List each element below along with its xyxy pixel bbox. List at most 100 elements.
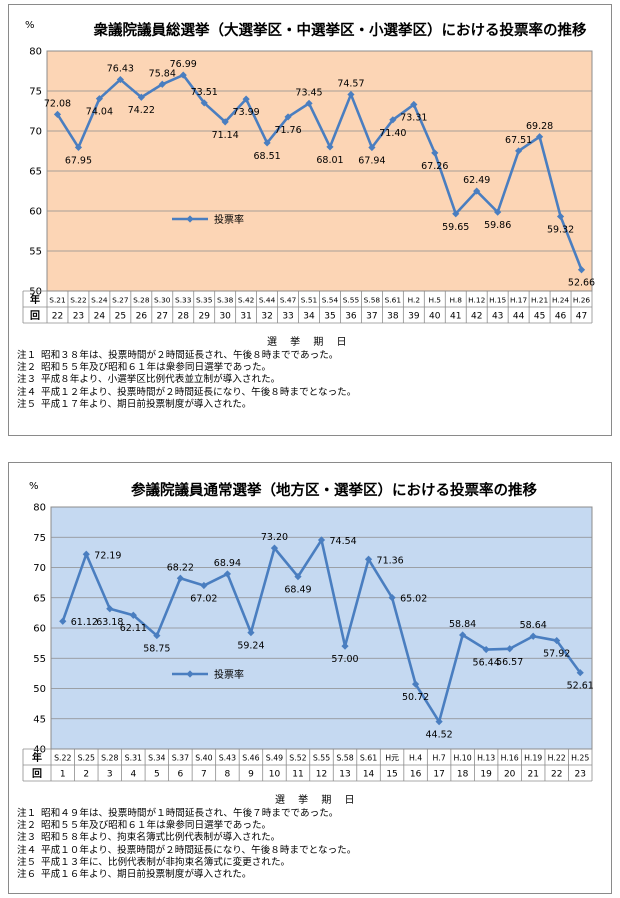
data-label: 67.51 [505, 135, 532, 146]
x-category-label: S.58 [364, 296, 381, 305]
data-label: 76.43 [107, 64, 134, 75]
x-category-label: S.61 [385, 296, 402, 305]
x-round-label: 8 [225, 770, 231, 780]
x-round-label: 22 [551, 770, 562, 780]
x-category-label: S.54 [322, 296, 339, 305]
data-point-marker [158, 80, 166, 88]
x-round-label: 27 [157, 312, 168, 322]
note-item: 注４ 平成１２年より、投票時間が２時間延長になり、午後８時までとなった。 [17, 387, 356, 399]
note-tag: 注１ [17, 350, 37, 361]
x-category-label: S.21 [49, 296, 66, 305]
data-point-marker [153, 631, 161, 640]
data-label: 63.18 [96, 617, 123, 628]
x-category-label: S.28 [133, 296, 150, 305]
x-category-label: H.5 [429, 296, 442, 305]
y-tick-label: 65 [29, 167, 42, 178]
note-text: 平成１３年に、比例代表制が非拘束名簿式に変更された。 [41, 856, 291, 868]
x-round-label: 21 [527, 770, 538, 780]
note-item: 注３ 昭和５８年より、拘束名簿式比例代表制が導入された。 [17, 832, 356, 844]
data-label: 52.66 [568, 278, 595, 289]
data-label: 62.49 [463, 175, 490, 186]
x-category-label: S.51 [301, 296, 318, 305]
y-tick-label: 40 [33, 745, 46, 756]
x-category-label: H.12 [468, 296, 485, 305]
x-round-label: 37 [366, 312, 377, 322]
x-round-label: 38 [387, 312, 399, 322]
x-round-label: 46 [555, 312, 567, 322]
x-category-label: H.24 [552, 296, 569, 305]
x-round-label: 36 [345, 312, 357, 322]
x-category-label: S.55 [343, 296, 360, 305]
chart-panel-upper-house: % 参議院議員通常選挙（地方区・選挙区）における投票率の推移 40 45 50 55 6… [8, 462, 612, 894]
x-round-label: 35 [324, 312, 335, 322]
data-point-marker [200, 581, 208, 590]
data-point-marker [410, 100, 418, 109]
note-text: 平成８年より、小選挙区比例代表並立制が導入された。 [41, 374, 281, 386]
note-tag: 注４ [17, 386, 37, 398]
data-point-marker [95, 95, 104, 103]
x-category-label: S.44 [259, 296, 276, 305]
data-label: 68.94 [214, 558, 241, 569]
y-tick-label: 55 [29, 247, 42, 258]
note-tag: 注１ [17, 808, 37, 819]
x-category-label: S.49 [266, 754, 283, 763]
data-label: 73.20 [261, 532, 288, 543]
x-category-label: S.43 [219, 754, 236, 763]
data-point-marker [577, 266, 586, 274]
data-label: 74.22 [128, 105, 155, 116]
x-category-label: H.26 [573, 296, 590, 305]
data-label: 73.99 [233, 107, 260, 118]
note-tag: 注６ [17, 869, 37, 881]
x-category-label: S.22 [70, 296, 86, 305]
x-round-label: 31 [240, 312, 251, 322]
x-category-label: S.27 [112, 296, 129, 305]
y-tick-label: 75 [29, 87, 42, 98]
x-round-label: 24 [94, 312, 106, 322]
x-round-label: 17 [433, 770, 444, 780]
x-category-label: S.55 [313, 754, 330, 763]
x-round-label: 9 [248, 770, 254, 780]
data-label: 68.51 [253, 151, 280, 162]
chart-title: 衆議院議員総選挙（大選挙区・中選挙区・小選挙区）における投票率の推移 [93, 23, 587, 39]
note-text: 昭和５５年及び昭和６１年は衆参同日選挙であった。 [41, 362, 272, 374]
data-label: 69.28 [526, 121, 553, 132]
data-point-marker [535, 133, 544, 141]
x-round-label: 30 [219, 312, 231, 322]
x-round-label: 33 [282, 312, 293, 322]
y-tick-label: 75 [33, 533, 46, 544]
x-category-label: S.35 [196, 296, 213, 305]
data-label: 57.92 [543, 649, 570, 660]
note-item: 注５ 平成１７年より、期日前投票制度が導入された。 [17, 399, 356, 411]
x-round-label: 16 [410, 770, 422, 780]
data-label: 67.94 [358, 155, 385, 166]
data-label: 74.04 [86, 107, 113, 118]
x-round-label: 4 [130, 770, 136, 780]
note-tag: 注５ [17, 856, 37, 868]
x-category-label: H.17 [510, 296, 527, 305]
data-point-marker [388, 594, 396, 602]
x-round-label: 22 [52, 312, 63, 322]
x-round-label: 28 [178, 312, 190, 322]
data-point-marker [556, 212, 565, 221]
x-category-label: H.19 [524, 754, 542, 763]
data-point-marker [553, 636, 561, 645]
data-point-marker [473, 187, 481, 195]
y-tick-label: 55 [33, 654, 46, 665]
x-round-label: 12 [316, 770, 327, 780]
data-label: 75.84 [149, 68, 176, 79]
data-label: 73.45 [295, 87, 322, 98]
data-point-marker [129, 611, 137, 619]
x-category-label: H.25 [571, 754, 589, 763]
data-label: 68.22 [167, 562, 194, 573]
data-point-marker [263, 139, 271, 147]
x-category-label: S.61 [360, 754, 377, 763]
data-label: 59.24 [237, 641, 264, 652]
x-category-label: H.13 [477, 754, 495, 763]
data-point-marker [106, 605, 114, 613]
x-category-label: H.8 [450, 296, 463, 305]
note-tag: 注４ [17, 844, 37, 856]
note-text: 昭和５８年より、拘束名簿式比例代表制が導入された。 [41, 832, 281, 844]
note-tag: 注３ [17, 374, 37, 386]
data-point-marker [494, 208, 502, 216]
x-round-label: 25 [115, 312, 126, 322]
